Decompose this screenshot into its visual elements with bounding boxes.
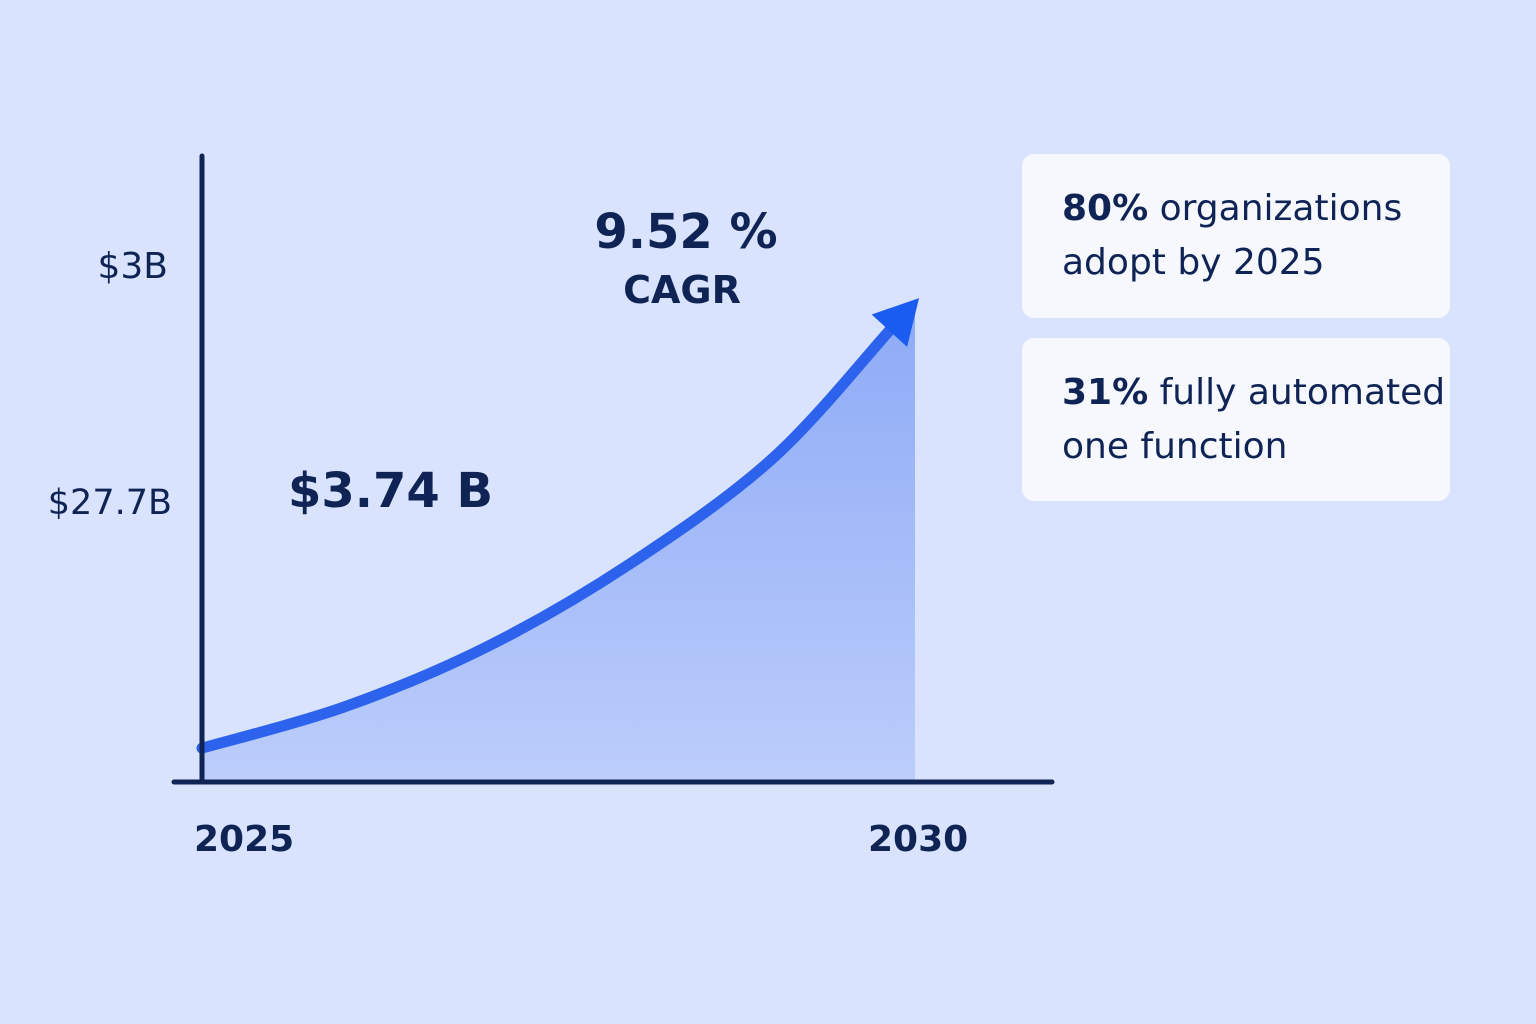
stat-text: organizations: [1148, 188, 1403, 229]
stat-line-2: adopt by 2025: [1062, 242, 1325, 283]
stat-highlight: 31%: [1062, 372, 1149, 413]
area-fill: [202, 302, 915, 782]
x-tick-label: 2030: [868, 819, 968, 860]
stat-line-1: 80% organizations: [1062, 182, 1450, 236]
cagr-label: CAGR: [623, 268, 741, 312]
stat-line-1: 31% fully automated: [1062, 366, 1450, 420]
growth-line: [196, 325, 895, 754]
y-tick-label: $3B: [97, 246, 168, 287]
y-tick-label: $27.7B: [48, 483, 172, 523]
arrowhead-icon: [871, 298, 920, 347]
cagr-value: 9.52 %: [594, 204, 777, 260]
stat-line-2: one function: [1062, 426, 1288, 467]
stat-text: fully automated: [1148, 372, 1446, 413]
stat-highlight: 80%: [1062, 188, 1149, 229]
stat-card-adoption: 80% organizations adopt by 2025: [1022, 154, 1450, 318]
x-tick-label: 2025: [194, 819, 294, 860]
start-value-annotation: $3.74 B: [288, 463, 493, 519]
stat-card-automation: 31% fully automated one function: [1022, 338, 1450, 501]
